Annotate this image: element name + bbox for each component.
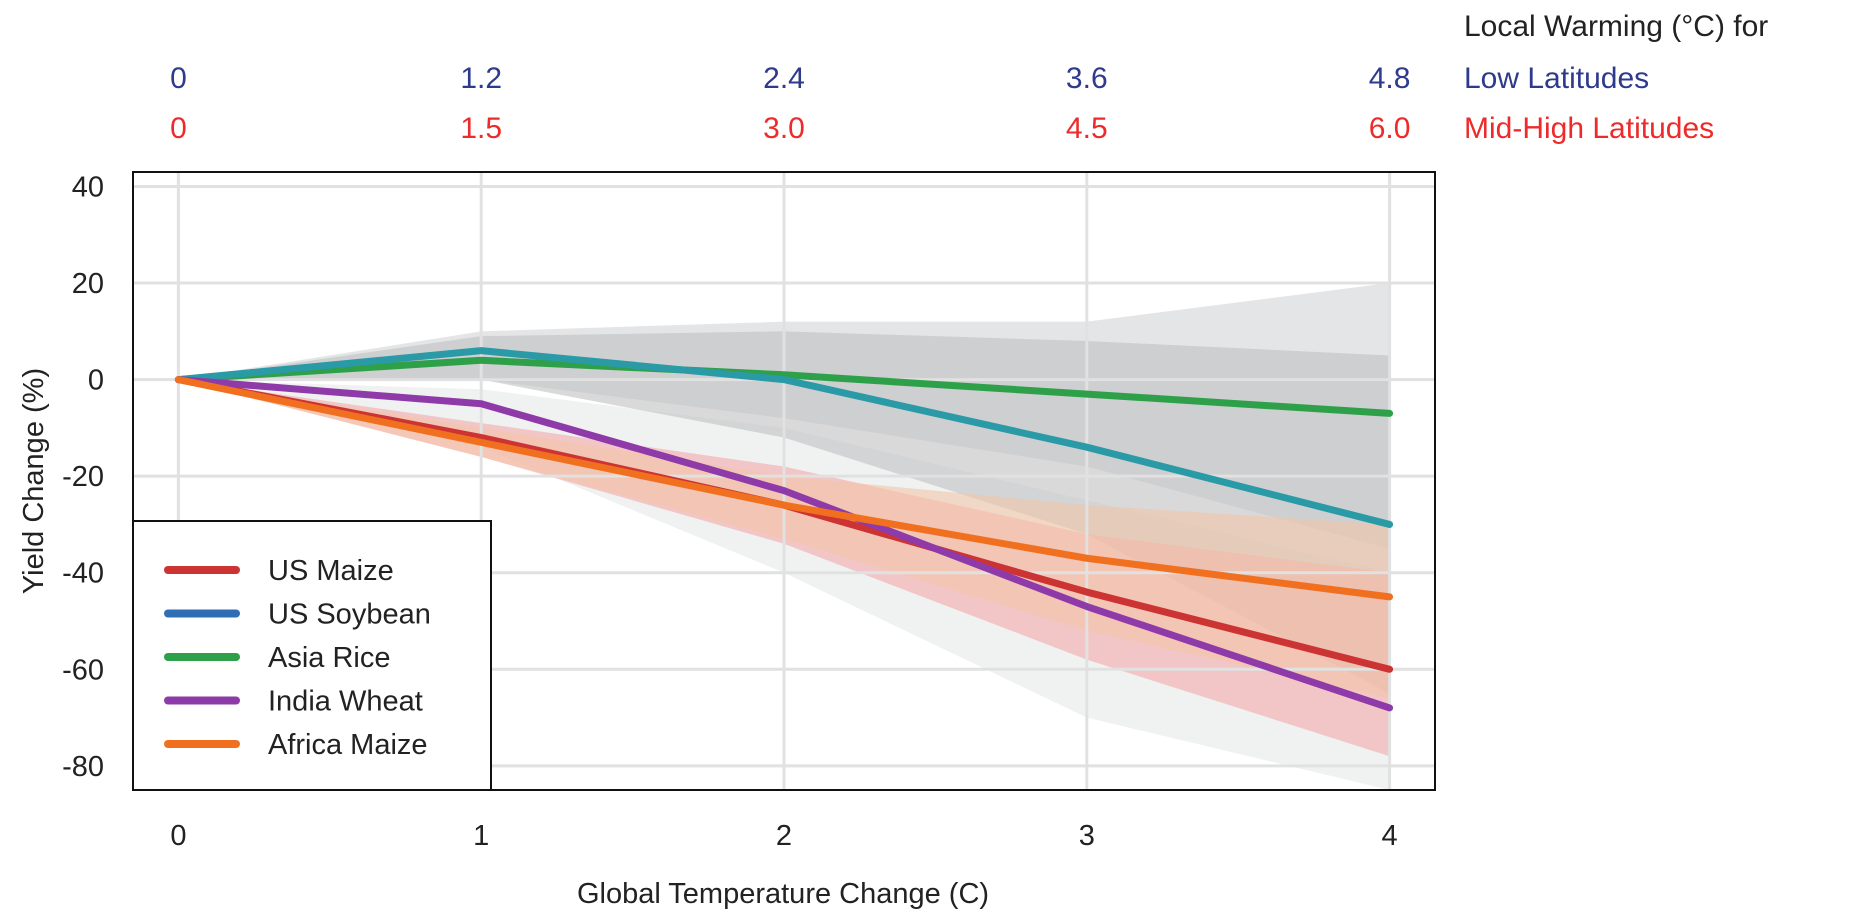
top-tick-label: 4.5	[1066, 112, 1108, 145]
top-tick-label: 1.5	[460, 112, 502, 145]
legend: US Maize US Soybean Asia Rice India Wheat Af…	[132, 520, 492, 791]
legend-label-us-soybean: US Soybean	[268, 599, 431, 631]
top-axis-row-name: Mid-High Latitudes	[1464, 112, 1714, 145]
top-tick-label: 4.8	[1369, 62, 1411, 95]
y-tick-label: -80	[62, 751, 104, 783]
y-tick-label: -60	[62, 654, 104, 686]
x-tick-label: 0	[170, 820, 186, 852]
plot-frame	[132, 171, 1436, 791]
top-axis: Local Warming (°C) for 0 1.2 2.4 3.6 4.8 Low …	[170, 10, 1768, 145]
y-tick-labels: 40 20 0 -20 -40 -60 -80	[62, 171, 104, 782]
legend-label-africa-maize: Africa Maize	[268, 729, 428, 761]
y-tick-label: 40	[72, 171, 104, 203]
series-lines	[174, 347, 1394, 712]
y-tick-label: 20	[72, 268, 104, 300]
legend-label-asia-rice: Asia Rice	[268, 642, 391, 674]
x-tick-label: 1	[473, 820, 489, 852]
legend-label-india-wheat: India Wheat	[268, 686, 423, 718]
x-tick-label: 3	[1079, 820, 1095, 852]
y-axis-label: Yield Change (%)	[18, 368, 50, 594]
series-line-asia-rice	[174, 356, 1394, 417]
top-tick-label: 0	[170, 112, 187, 145]
legend-label-us-maize: US Maize	[268, 555, 394, 587]
top-tick-label: 2.4	[763, 62, 805, 95]
top-axis-title: Local Warming (°C) for	[1464, 10, 1768, 43]
top-tick-label: 3.0	[763, 112, 805, 145]
y-tick-label: -40	[62, 558, 104, 590]
x-tick-labels: 0 1 2 3 4	[170, 820, 1397, 852]
x-axis-label: Global Temperature Change (C)	[577, 878, 989, 910]
top-tick-label: 6.0	[1369, 112, 1411, 145]
series-line-africa-maize	[174, 376, 1394, 601]
series-line-us-soybean	[174, 347, 1394, 528]
x-tick-label: 4	[1382, 820, 1398, 852]
top-tick-label: 3.6	[1066, 62, 1108, 95]
top-axis-row-name: Low Latitudes	[1464, 62, 1649, 95]
top-tick-label: 1.2	[460, 62, 502, 95]
x-tick-label: 2	[776, 820, 792, 852]
y-tick-label: 0	[88, 365, 104, 397]
top-tick-label: 0	[170, 62, 187, 95]
series-line-india-wheat	[174, 376, 1394, 712]
y-tick-label: -20	[62, 461, 104, 493]
